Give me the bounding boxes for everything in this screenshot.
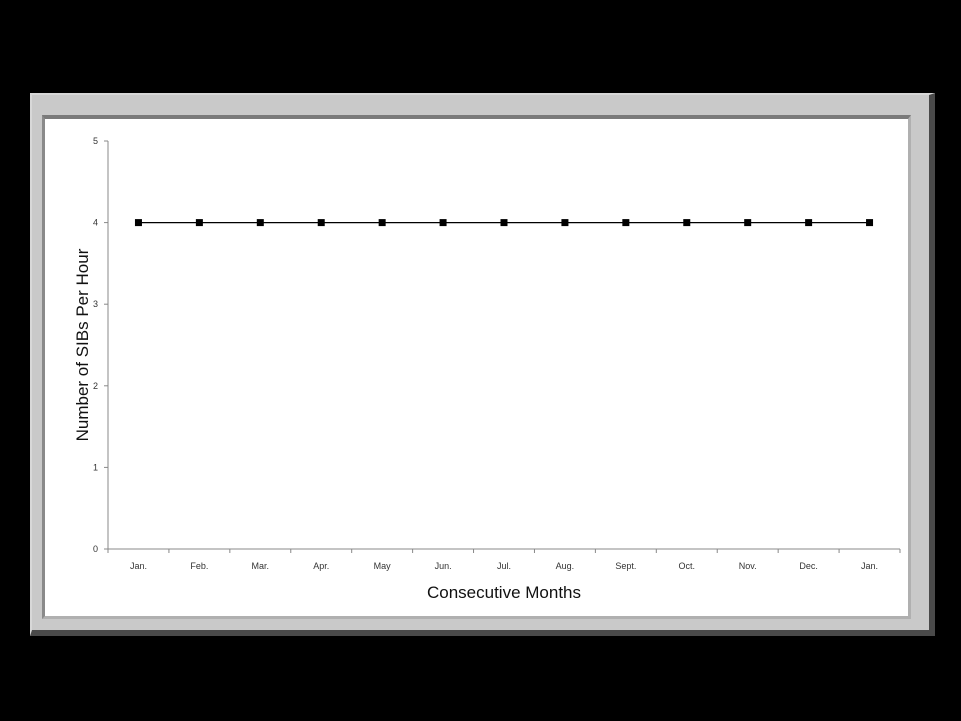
x-tick-label: Apr. — [313, 561, 329, 571]
x-tick-label: Mar. — [252, 561, 270, 571]
x-tick-label: Feb. — [190, 561, 208, 571]
x-tick-label: Jan. — [861, 561, 878, 571]
series-layer — [134, 219, 874, 227]
x-tick-label: Nov. — [739, 561, 757, 571]
data-point-marker — [561, 219, 569, 227]
y-tick-label: 3 — [93, 299, 98, 309]
x-tick-label: Sept. — [615, 561, 636, 571]
x-tick-label: Jun. — [435, 561, 452, 571]
data-point-marker — [805, 219, 813, 227]
y-tick-label: 4 — [93, 218, 98, 228]
data-point-marker — [256, 219, 264, 227]
chart-area: 0 1 2 3 4 5 Jan. Feb. Mar. Apr. May Jun. Jul. Aug. Se… — [42, 115, 911, 619]
x-axis-title: Consecutive Months — [427, 583, 581, 602]
x-tick-label: Aug. — [556, 561, 575, 571]
x-tick-label: Dec. — [799, 561, 818, 571]
data-point-marker — [378, 219, 386, 227]
y-axis-title: Number of SIBs Per Hour — [73, 248, 92, 441]
data-point-marker — [500, 219, 508, 227]
data-point-marker — [439, 219, 447, 227]
data-point-marker — [744, 219, 752, 227]
x-tick-label: Jan. — [130, 561, 147, 571]
data-point-marker — [866, 219, 874, 227]
chart-axes — [107, 141, 900, 550]
x-axis-ticks: Jan. Feb. Mar. Apr. May Jun. Jul. Aug. Sept. Oct.… — [107, 549, 901, 571]
y-tick-label: 0 — [93, 544, 98, 554]
x-tick-label: Jul. — [497, 561, 511, 571]
y-axis-ticks: 0 1 2 3 4 5 — [93, 136, 108, 554]
data-point-marker — [683, 219, 691, 227]
x-tick-label: Oct. — [679, 561, 696, 571]
data-point-marker — [622, 219, 630, 227]
line-chart: 0 1 2 3 4 5 Jan. Feb. Mar. Apr. May Jun. Jul. Aug. Se… — [73, 136, 901, 602]
x-tick-label: May — [374, 561, 392, 571]
picture-frame: 0 1 2 3 4 5 Jan. Feb. Mar. Apr. May Jun. Jul. Aug. Se… — [30, 93, 935, 636]
y-tick-label: 5 — [93, 136, 98, 146]
data-point-marker — [317, 219, 325, 227]
y-tick-label: 2 — [93, 381, 98, 391]
y-tick-label: 1 — [93, 462, 98, 472]
data-point-marker — [195, 219, 203, 227]
data-point-marker — [134, 219, 142, 227]
